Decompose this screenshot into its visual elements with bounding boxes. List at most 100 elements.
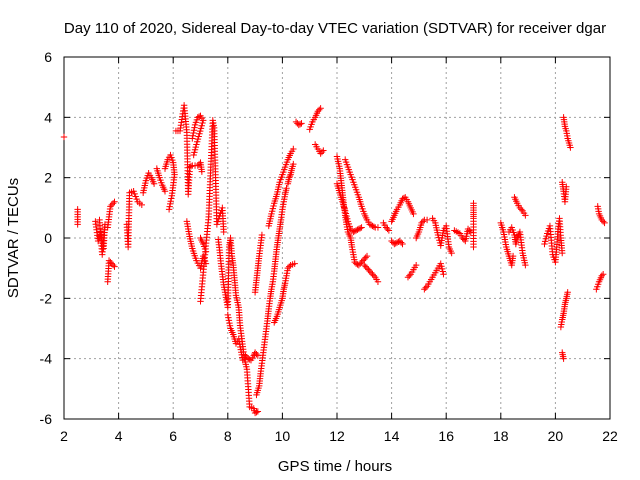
data-point-marker	[516, 204, 524, 212]
axis-ticks	[63, 56, 611, 420]
data-point-marker	[399, 195, 406, 202]
data-point-marker	[352, 227, 360, 234]
data-point-marker	[286, 174, 293, 181]
data-point-marker	[438, 265, 446, 273]
data-point-marker	[522, 261, 529, 269]
data-point-marker	[598, 216, 606, 224]
data-point-marker	[410, 210, 417, 218]
y-tick-label: -6	[40, 411, 53, 427]
data-point-marker	[350, 228, 357, 236]
data-point-marker	[601, 219, 608, 227]
data-point-marker	[317, 105, 324, 112]
data-point-marker	[226, 319, 233, 327]
data-point-marker	[344, 215, 351, 222]
data-point-marker	[397, 239, 405, 246]
data-point-marker	[366, 221, 373, 228]
data-point-marker	[150, 180, 158, 187]
data-point-marker	[317, 150, 324, 157]
data-point-marker	[361, 261, 368, 269]
data-point-marker	[111, 263, 118, 270]
data-point-marker	[191, 146, 199, 153]
data-point-marker	[421, 286, 428, 293]
data-point-marker	[406, 272, 413, 279]
data-point-marker	[509, 252, 517, 260]
data-point-marker	[541, 238, 549, 245]
data-point-marker	[412, 261, 420, 269]
data-point-marker	[193, 138, 201, 146]
data-point-marker	[196, 130, 203, 137]
data-point-marker	[298, 120, 305, 127]
data-point-marker	[166, 200, 174, 208]
data-point-marker	[392, 240, 399, 247]
data-point-marker	[194, 135, 202, 143]
data-point-marker	[470, 243, 477, 251]
data-point-marker	[362, 254, 369, 261]
y-tick-label: 2	[44, 170, 52, 186]
data-point-marker	[599, 218, 607, 225]
data-point-marker	[292, 118, 300, 126]
data-point-marker	[351, 228, 358, 235]
data-point-marker	[225, 317, 233, 324]
data-point-marker	[440, 271, 447, 278]
x-tick-label: 4	[115, 428, 123, 444]
data-point-marker	[189, 135, 196, 142]
data-point-marker	[366, 267, 373, 275]
data-point-marker	[320, 147, 327, 154]
x-tick-label: 2	[60, 428, 68, 444]
data-point-marker	[342, 210, 350, 217]
data-point-marker	[316, 106, 323, 113]
data-point-marker	[384, 225, 391, 233]
data-point-marker	[190, 151, 197, 159]
x-tick-label: 10	[275, 428, 291, 444]
data-point-marker	[236, 341, 243, 348]
chart-title: Day 110 of 2020, Sidereal Day-to-day VTE…	[64, 20, 606, 37]
data-point-marker	[418, 219, 425, 227]
data-point-marker	[391, 240, 398, 248]
data-point-marker	[374, 224, 382, 231]
data-point-marker	[132, 193, 139, 200]
data-point-marker	[559, 249, 566, 257]
data-point-marker	[166, 203, 173, 210]
data-points	[60, 102, 608, 417]
data-point-marker	[186, 163, 193, 171]
data-point-marker	[357, 224, 364, 232]
data-point-marker	[522, 212, 529, 219]
data-point-marker	[220, 228, 227, 236]
y-tick-label: -4	[40, 351, 53, 367]
data-point-marker	[109, 261, 117, 269]
data-point-marker	[422, 284, 429, 291]
data-point-marker	[400, 194, 408, 202]
data-point-marker	[466, 227, 473, 234]
data-point-marker	[395, 238, 402, 245]
data-point-marker	[567, 144, 574, 151]
data-point-marker	[245, 355, 252, 362]
data-point-marker	[599, 271, 607, 278]
data-point-marker	[314, 108, 322, 115]
data-point-marker	[251, 409, 259, 417]
data-point-marker	[189, 132, 197, 139]
data-point-marker	[242, 352, 249, 359]
data-point-marker	[193, 141, 200, 148]
data-point-marker	[367, 269, 375, 276]
data-point-marker	[200, 117, 207, 124]
data-point-marker	[194, 114, 201, 121]
data-point-marker	[161, 188, 169, 195]
data-point-marker	[355, 225, 363, 233]
data-point-marker	[168, 192, 176, 199]
data-point-marker	[167, 197, 174, 205]
data-point-marker	[367, 221, 375, 229]
data-point-marker	[195, 113, 203, 120]
x-tick-label: 14	[384, 428, 400, 444]
data-point-marker	[138, 201, 146, 209]
data-point-marker	[258, 231, 266, 239]
data-point-marker	[363, 264, 371, 272]
data-point-marker	[434, 231, 442, 239]
data-point-marker	[358, 224, 365, 231]
data-point-marker	[396, 237, 403, 245]
data-point-marker	[268, 208, 276, 215]
data-point-marker	[438, 263, 445, 270]
data-point-marker	[341, 207, 349, 215]
data-point-marker	[60, 133, 68, 141]
data-point-marker	[190, 127, 198, 134]
